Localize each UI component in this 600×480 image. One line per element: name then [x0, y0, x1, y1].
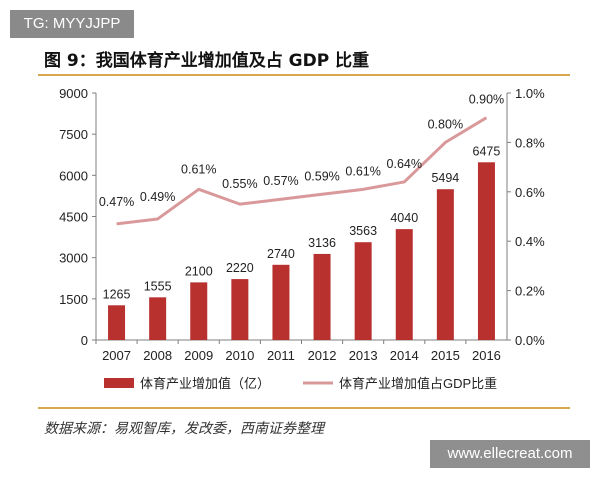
watermark-bottom: www.ellecreat.com [430, 440, 590, 468]
y-tick-label: 3000 [59, 251, 88, 266]
line-value-label: 0.57% [263, 174, 298, 188]
bar [477, 162, 495, 340]
bar [272, 264, 290, 340]
source-note: 数据来源：易观智库，发改委，西南证券整理 [44, 421, 324, 437]
legend-label-line: 体育产业增加值占GDP比重 [339, 376, 497, 391]
bar-value-label: 1555 [144, 279, 172, 293]
bar-value-label: 5494 [431, 171, 459, 185]
x-tick-label: 2013 [349, 348, 378, 363]
bar [354, 242, 372, 340]
y-tick-label: 4500 [59, 210, 88, 225]
x-tick-label: 2016 [472, 348, 501, 363]
y-tick-label: 0 [81, 333, 88, 348]
line-value-label: 0.61% [345, 164, 380, 178]
x-tick-label: 2007 [102, 348, 131, 363]
x-tick-label: 2012 [308, 348, 337, 363]
bar-value-label: 1265 [103, 287, 131, 301]
y2-tick-label: 0.4% [515, 234, 545, 249]
bar-value-label: 6475 [473, 144, 501, 158]
line-value-label: 0.59% [304, 169, 339, 183]
bar [149, 297, 167, 340]
y2-tick-label: 0.6% [515, 185, 545, 200]
y-tick-label: 7500 [59, 127, 88, 142]
bar-value-label: 2220 [226, 261, 254, 275]
x-tick-label: 2015 [431, 348, 460, 363]
legend-swatch-bar [104, 378, 134, 388]
x-tick-label: 2014 [390, 348, 419, 363]
x-tick-label: 2010 [225, 348, 254, 363]
x-tick-label: 2011 [267, 348, 295, 363]
legend-label-bar: 体育产业增加值（亿） [140, 376, 270, 391]
bar-value-label: 3136 [308, 236, 336, 250]
bar [436, 189, 454, 340]
bar [190, 282, 208, 340]
y-tick-label: 6000 [59, 168, 88, 183]
y2-tick-label: 0.8% [515, 135, 545, 150]
line-value-label: 0.61% [181, 162, 216, 176]
bar-value-label: 3563 [349, 224, 377, 238]
top-rule [38, 74, 570, 76]
y-tick-label: 1500 [59, 292, 88, 307]
line-series [116, 116, 488, 226]
bottom-rule [38, 407, 570, 409]
line-value-label: 0.55% [222, 177, 257, 191]
x-tick-label: 2009 [184, 348, 213, 363]
line-value-label: 0.64% [387, 157, 422, 171]
line-value-label: 0.90% [469, 93, 504, 107]
line-value-label: 0.49% [140, 190, 175, 204]
y-tick-label: 9000 [59, 86, 88, 101]
bar [313, 253, 331, 340]
y2-tick-label: 1.0% [515, 86, 545, 101]
line-value-label: 0.47% [99, 195, 134, 209]
bar-value-label: 2740 [267, 247, 295, 261]
bar [108, 305, 126, 340]
figure-title: 图 9：我国体育产业增加值及占 GDP 比重 [44, 51, 370, 71]
line-value-label: 0.80% [428, 117, 463, 131]
bar [395, 229, 413, 340]
x-tick-label: 2008 [143, 348, 172, 363]
bar-value-label: 2100 [185, 264, 213, 278]
y2-tick-label: 0.2% [515, 284, 545, 299]
y2-tick-label: 0.0% [515, 333, 545, 348]
bar-value-label: 4040 [390, 211, 418, 225]
bar [231, 279, 249, 340]
watermark-top: TG: MYYJJPP [10, 10, 134, 38]
